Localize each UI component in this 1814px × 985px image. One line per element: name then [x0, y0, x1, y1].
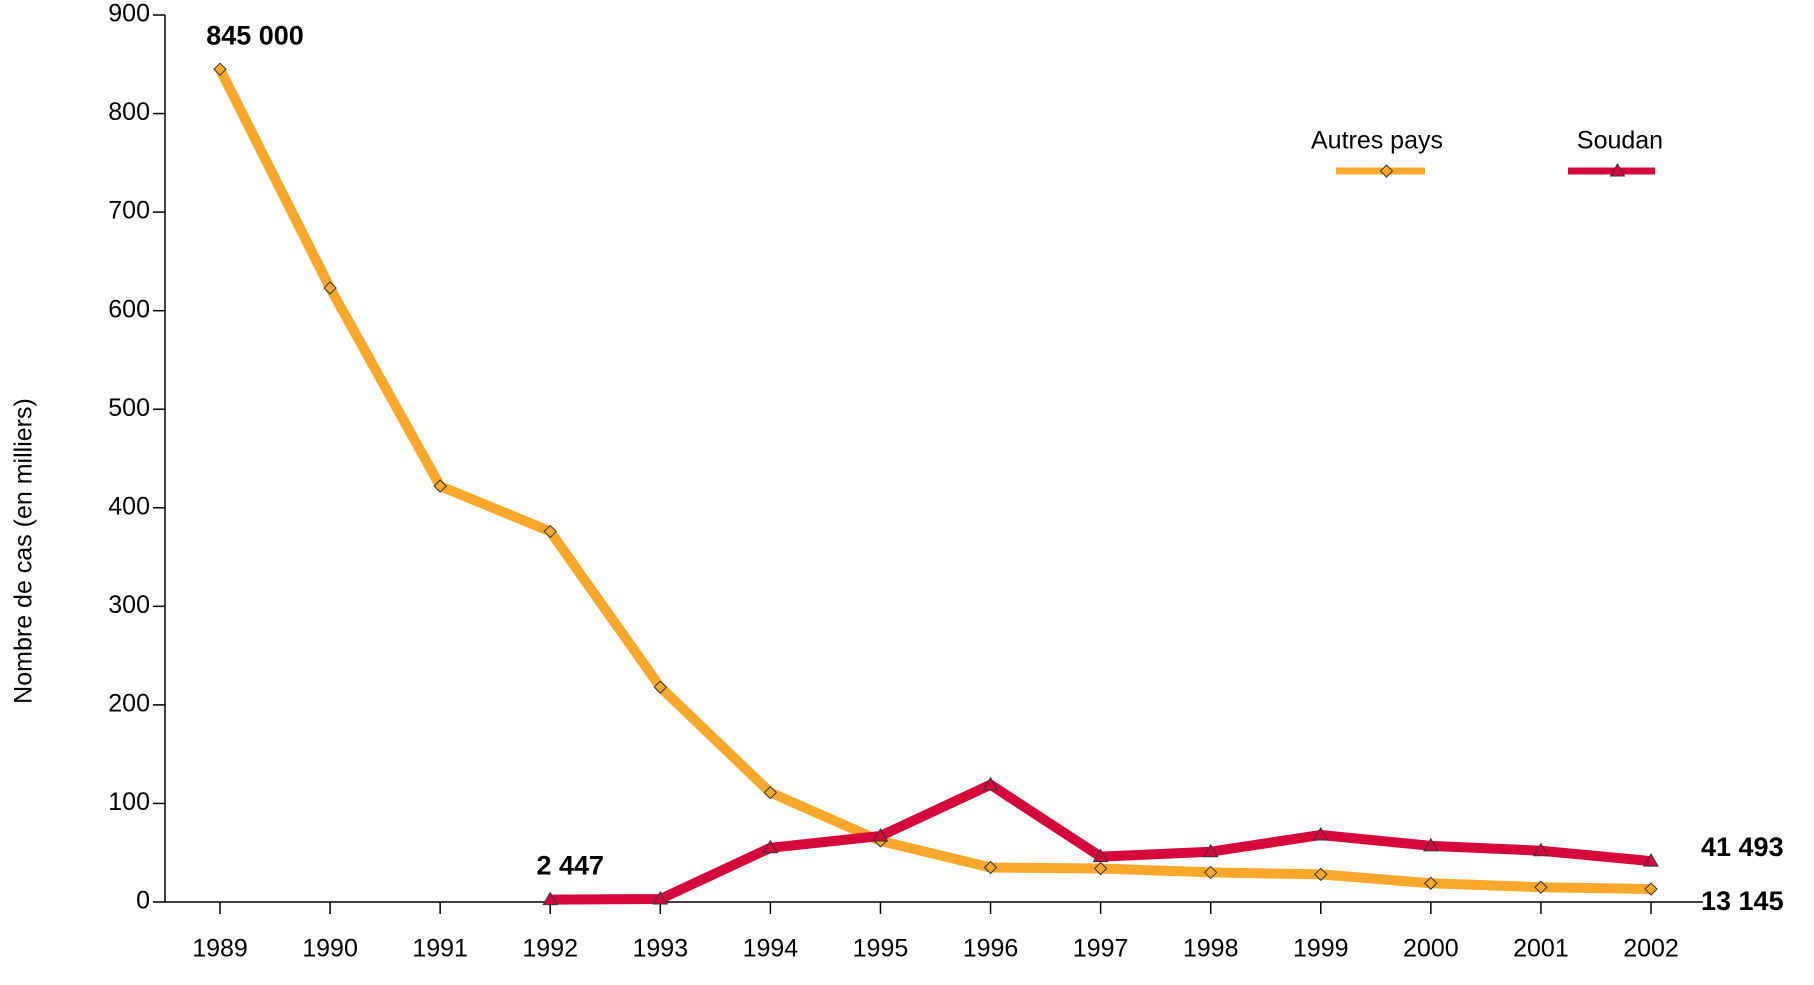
marker: [543, 524, 557, 539]
marker: [1093, 861, 1108, 876]
x-tick-label: 1990: [302, 935, 358, 963]
y-tick-label: 200: [108, 689, 150, 717]
marker: [762, 839, 779, 854]
marker: [763, 785, 778, 800]
marker: [1202, 843, 1219, 858]
marker: [213, 62, 227, 76]
marker: [1092, 848, 1109, 863]
x-tick-label: 2002: [1623, 935, 1679, 963]
marker: [542, 891, 559, 906]
marker: [1534, 880, 1548, 894]
y-tick-label: 0: [136, 887, 150, 915]
value-label: 845 000: [206, 20, 304, 50]
marker: [1533, 842, 1549, 857]
x-tick-label: 1999: [1293, 935, 1349, 963]
legend-label: Soudan: [1577, 127, 1663, 155]
legend-label: Autres pays: [1311, 127, 1443, 155]
y-tick-label: 800: [108, 98, 150, 126]
marker: [323, 281, 337, 295]
value-label: 2 447: [536, 851, 604, 881]
x-tick-label: 1996: [963, 935, 1019, 963]
marker: [1422, 837, 1439, 852]
y-tick-label: 900: [108, 0, 150, 28]
marker: [1312, 826, 1329, 841]
x-tick-label: 1993: [632, 935, 688, 963]
marker: [433, 479, 447, 493]
x-tick-label: 1994: [743, 935, 799, 963]
value-label: 13 145: [1701, 886, 1784, 916]
marker: [1314, 867, 1328, 882]
y-tick-label: 700: [108, 197, 150, 225]
marker: [982, 776, 999, 791]
marker: [652, 891, 669, 905]
x-tick-label: 1992: [522, 935, 578, 963]
x-tick-label: 1989: [192, 935, 248, 963]
marker: [1424, 876, 1438, 890]
series-line: [215, 66, 1652, 895]
y-axis-label: Nombre de cas (en milliers): [10, 398, 38, 704]
marker: [653, 680, 668, 694]
x-tick-label: 1998: [1183, 935, 1239, 963]
value-label: 41 493: [1701, 832, 1784, 862]
marker: [872, 827, 889, 842]
x-tick-label: 1997: [1073, 935, 1129, 963]
y-tick-label: 100: [108, 788, 150, 816]
legend-marker: [1609, 163, 1626, 177]
x-tick-label: 2000: [1403, 935, 1459, 963]
y-tick-label: 300: [108, 591, 150, 619]
y-tick-label: 500: [108, 394, 150, 422]
marker: [1644, 882, 1658, 896]
x-tick-label: 2001: [1513, 935, 1569, 963]
y-tick-label: 600: [108, 295, 150, 323]
x-tick-label: 1991: [412, 935, 468, 963]
marker: [1643, 853, 1659, 867]
x-tick-label: 1995: [853, 935, 909, 963]
y-tick-label: 400: [108, 492, 150, 520]
legend-marker: [1379, 164, 1394, 178]
marker: [1203, 865, 1218, 880]
marker: [983, 860, 998, 875]
